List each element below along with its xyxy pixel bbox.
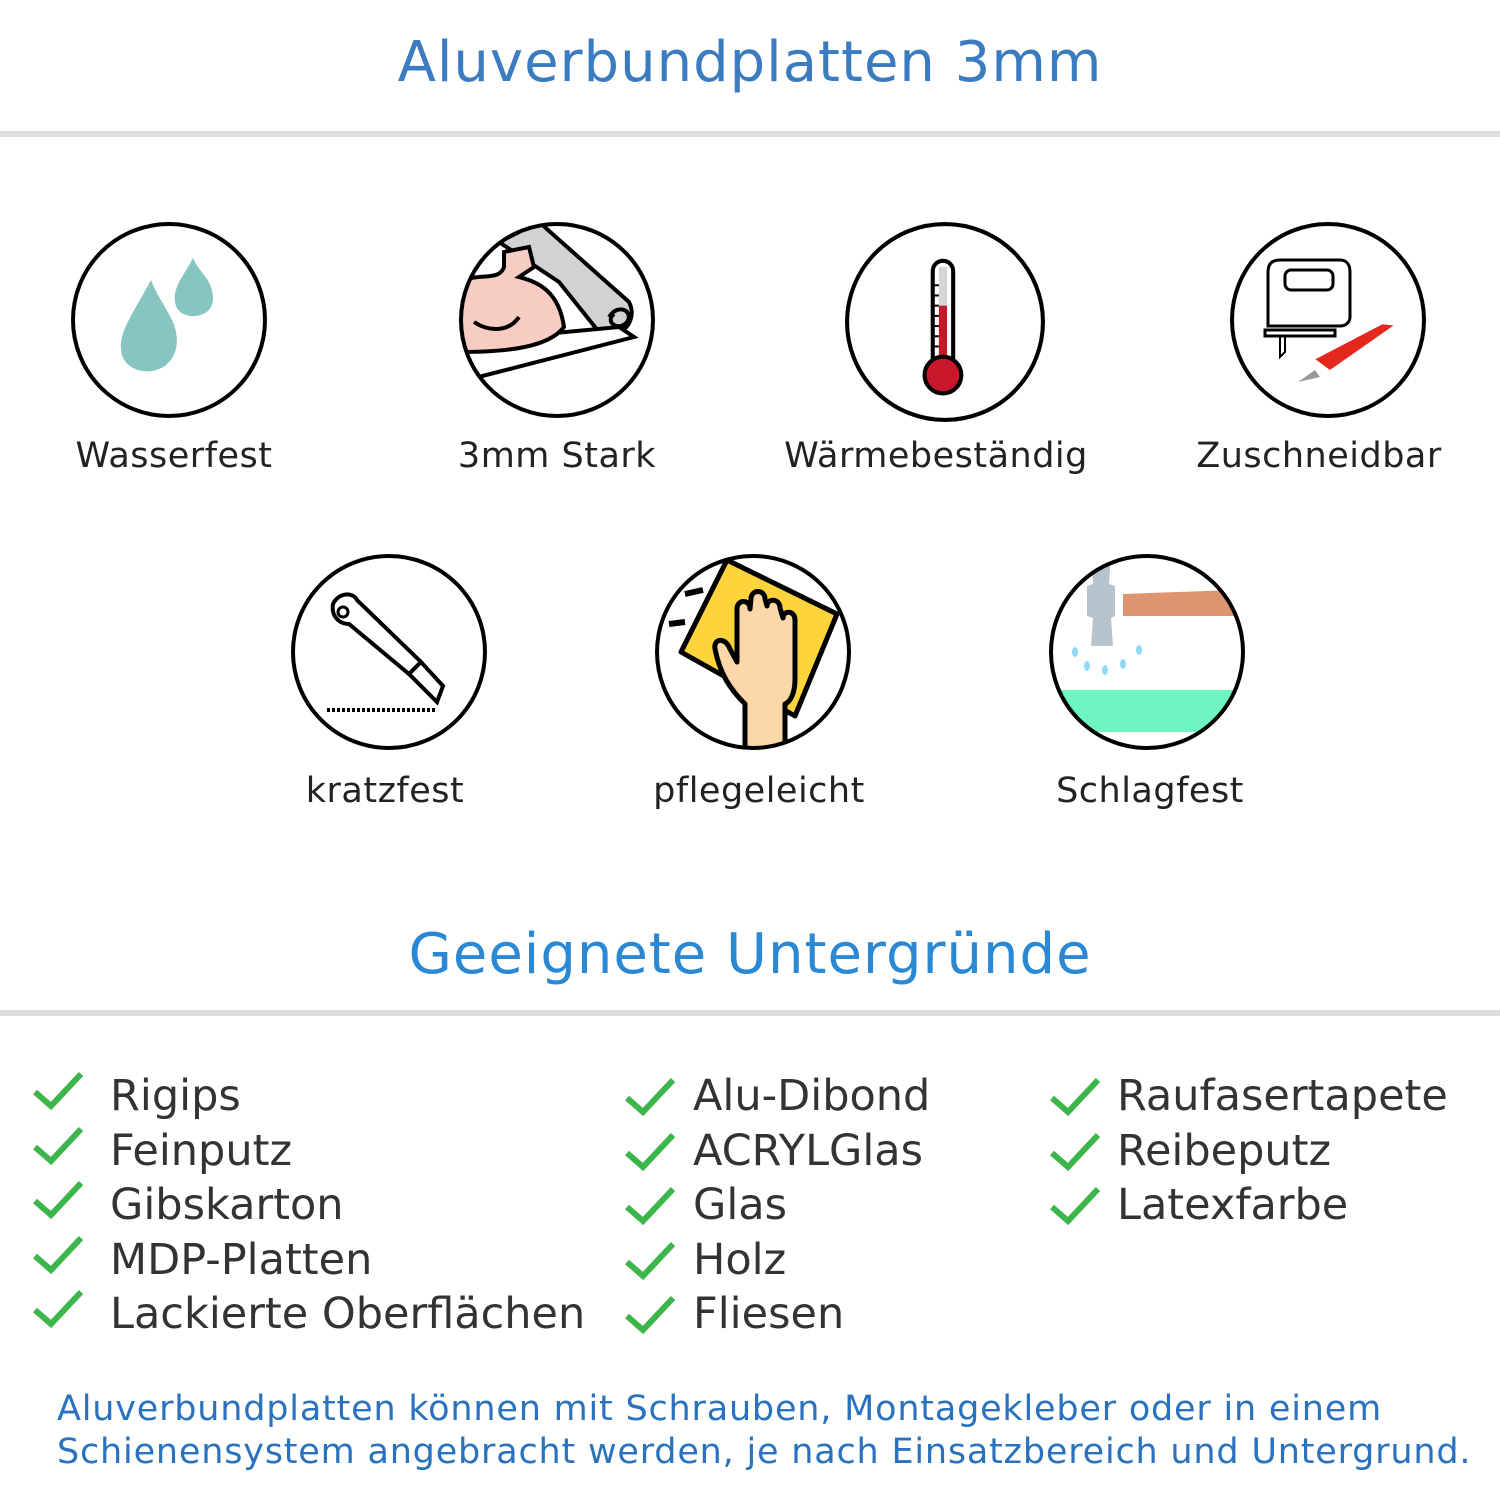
surface-item: Fliesen bbox=[693, 1289, 845, 1339]
feature-label: 3mm Stark bbox=[457, 436, 657, 476]
check-icon bbox=[625, 1295, 675, 1335]
check-icon bbox=[625, 1241, 675, 1280]
jigsaw-knife-icon bbox=[1230, 222, 1426, 418]
divider bbox=[0, 1010, 1500, 1016]
check-icon bbox=[1050, 1132, 1100, 1171]
check-icon bbox=[625, 1077, 675, 1117]
surface-item: MDP-Platten bbox=[110, 1234, 373, 1285]
thermometer-icon bbox=[845, 222, 1045, 422]
check-icon bbox=[33, 1289, 83, 1329]
surface-item: Glas bbox=[693, 1180, 788, 1230]
hammer-icon bbox=[1049, 554, 1245, 750]
surface-item: Holz bbox=[693, 1234, 787, 1285]
surface-item: Alu-Dibond bbox=[693, 1071, 931, 1121]
check-icon bbox=[33, 1071, 83, 1111]
surface-item: Lackierte Oberflächen bbox=[110, 1289, 586, 1339]
feature-label: pflegeleicht bbox=[653, 771, 865, 811]
divider bbox=[0, 131, 1500, 137]
check-icon bbox=[625, 1132, 675, 1171]
check-icon bbox=[33, 1126, 83, 1165]
note-line: Schienensystem angebracht werden, je nac… bbox=[57, 1432, 1472, 1472]
check-icon bbox=[1050, 1077, 1100, 1117]
strong-arm-icon bbox=[459, 222, 655, 418]
cutter-knife-icon bbox=[291, 554, 487, 750]
surface-item: Gibskarton bbox=[110, 1180, 344, 1230]
surface-item: ACRYLGlas bbox=[693, 1125, 924, 1176]
feature-label: kratzfest bbox=[305, 771, 465, 811]
check-icon bbox=[1050, 1186, 1100, 1226]
feature-label: Schlagfest bbox=[1056, 771, 1244, 811]
surface-item: Raufasertapete bbox=[1117, 1071, 1448, 1121]
feature-label: Wärmebeständig bbox=[784, 436, 1088, 476]
feature-label: Wasserfest bbox=[75, 436, 273, 476]
surface-item: Feinputz bbox=[110, 1125, 293, 1176]
check-icon bbox=[625, 1186, 675, 1226]
surface-item: Rigips bbox=[110, 1071, 241, 1121]
surface-item: Reibeputz bbox=[1117, 1125, 1332, 1176]
surface-item: Latexfarbe bbox=[1117, 1180, 1349, 1230]
section-title: Geeignete Untergründe bbox=[408, 922, 1092, 987]
check-icon bbox=[33, 1235, 83, 1274]
cleaning-hand-icon bbox=[655, 554, 851, 750]
page-title: Aluverbundplatten 3mm bbox=[397, 30, 1103, 95]
note-line: Aluverbundplatten können mit Schrauben, … bbox=[57, 1389, 1382, 1429]
feature-label: Zuschneidbar bbox=[1196, 436, 1442, 476]
check-icon bbox=[33, 1180, 83, 1220]
water-drops-icon bbox=[71, 222, 267, 418]
